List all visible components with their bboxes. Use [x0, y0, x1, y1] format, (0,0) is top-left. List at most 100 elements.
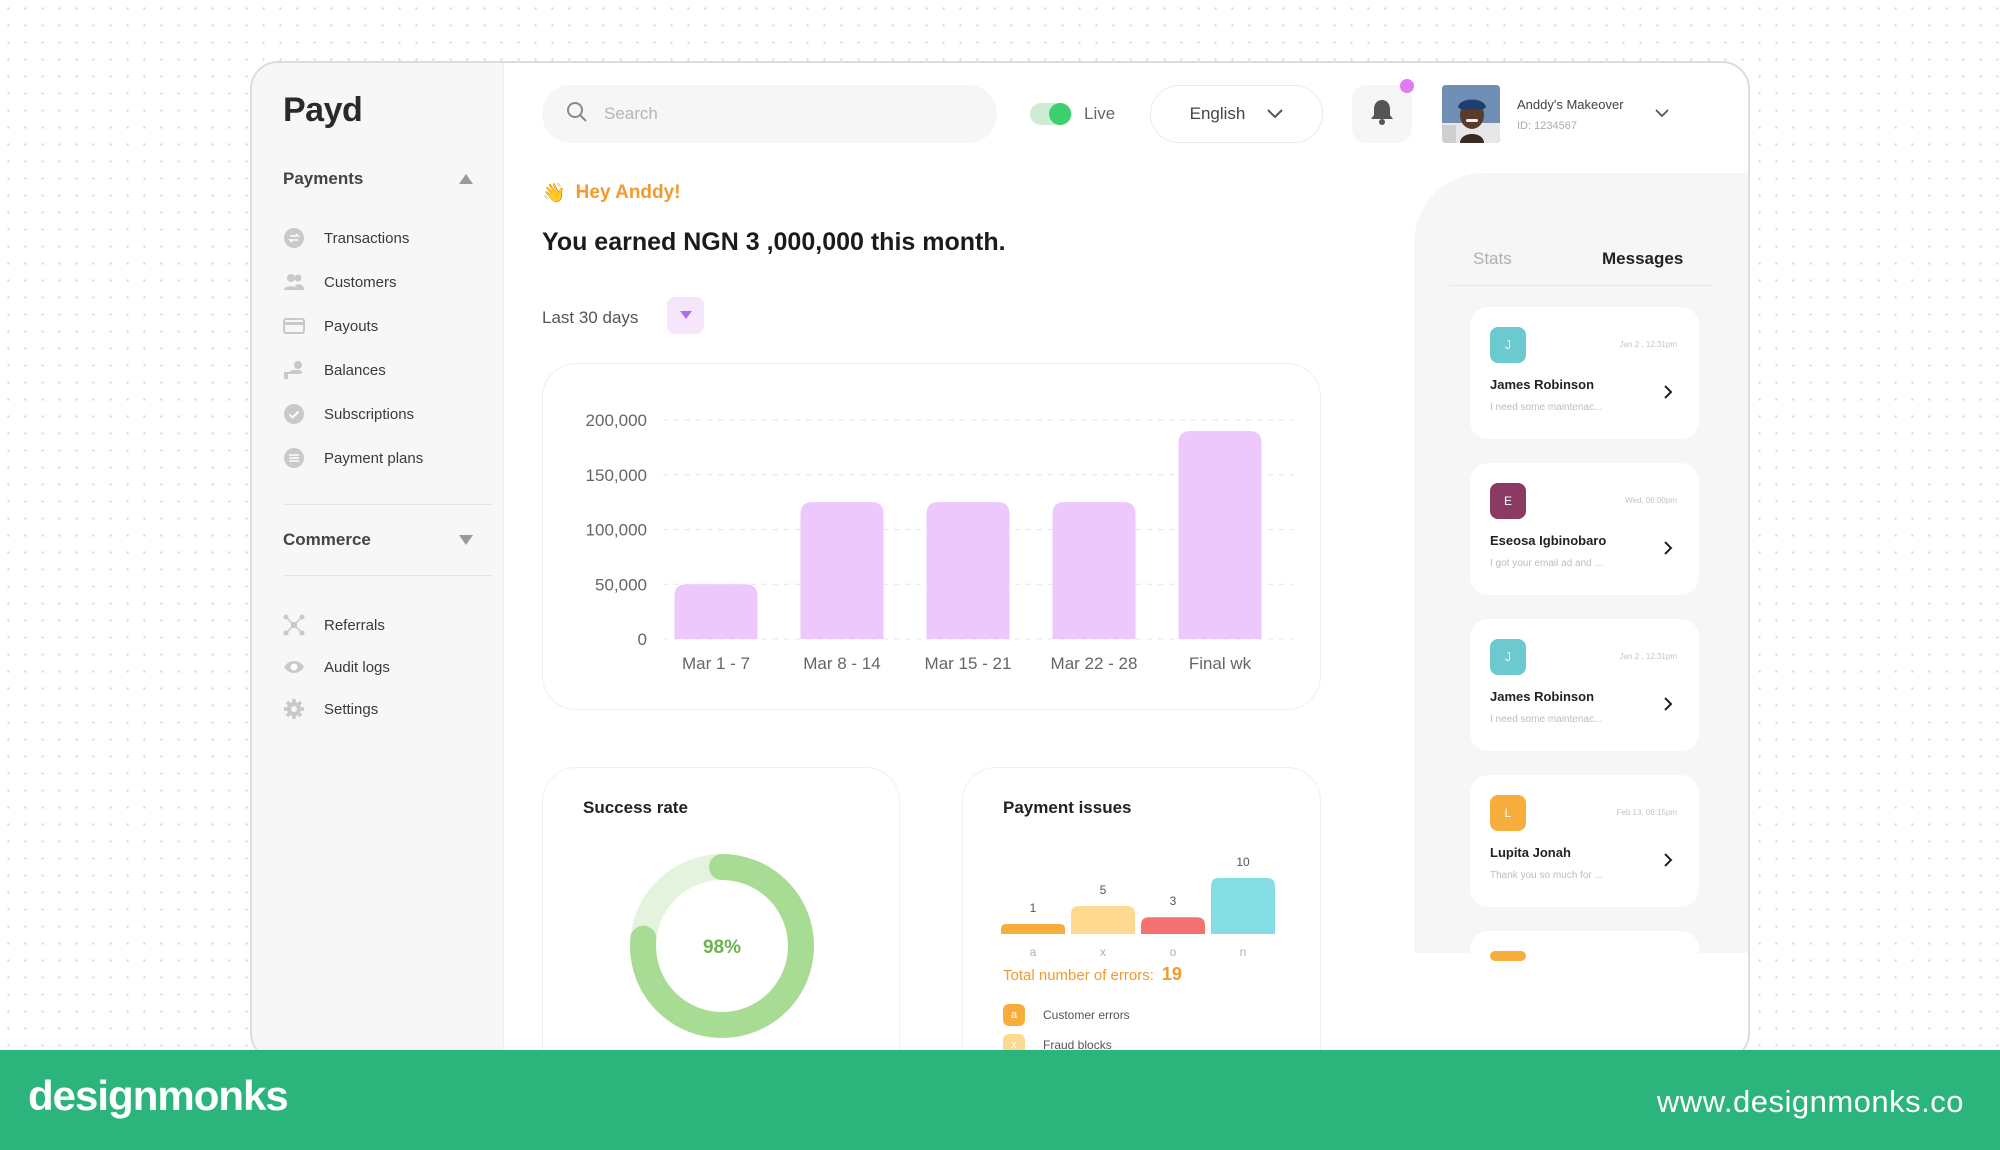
payment-issues-chart: 1 a 5 x 3 o 10 n: [1001, 855, 1275, 958]
message-card[interactable]: E Wed, 06:00pm Eseosa Igbinobaro I got y…: [1470, 463, 1699, 595]
bar-value-label: 10: [1236, 855, 1250, 869]
sidebar-item-referrals[interactable]: Referrals: [283, 614, 385, 636]
message-card[interactable]: [1470, 931, 1699, 991]
sidebar-item-label: Transactions: [324, 229, 410, 247]
message-preview: Thank you so much for ...: [1490, 870, 1603, 881]
wave-icon: 👋: [542, 183, 566, 204]
message-time: Jan 2 , 12:31pm: [1619, 340, 1677, 349]
earnings-headline: You earned NGN 3 ,000,000 this month.: [542, 228, 1006, 256]
sidebar-item-balances[interactable]: Balances: [283, 359, 386, 381]
sender-avatar: L: [1490, 795, 1526, 831]
sidebar-item-customers[interactable]: Customers: [283, 271, 397, 293]
x-tick-label: o: [1170, 945, 1177, 958]
app-window: Payd Payments Transactions Customers Pay…: [250, 61, 1750, 1061]
language-select[interactable]: English: [1150, 85, 1323, 143]
bar-value-label: 5: [1100, 883, 1107, 897]
chevron-right-icon: [1664, 697, 1673, 716]
search-input[interactable]: [604, 104, 964, 124]
footer-site-link[interactable]: www.designmonks.co: [1656, 1084, 1964, 1119]
errors-total-label: Total number of errors:: [1003, 967, 1154, 984]
profile-menu[interactable]: Anddy's Makeover ID: 1234567: [1442, 83, 1688, 145]
sidebar-item-label: Subscriptions: [324, 405, 415, 423]
sender-name: Lupita Jonah: [1490, 845, 1571, 860]
legend-swatch: a: [1003, 1004, 1025, 1026]
earnings-chart: 0 50,000 100,000 150,000 200,000 Mar 1 - 7 Mar…: [542, 363, 1321, 710]
language-value: English: [1189, 104, 1246, 123]
sidebar-item-label: Audit logs: [324, 658, 390, 676]
live-toggle[interactable]: [1030, 103, 1072, 125]
sender-avatar: E: [1490, 483, 1526, 519]
expand-icon: [459, 535, 473, 545]
balances-icon: [283, 359, 305, 381]
sidebar-item-label: Payouts: [324, 317, 379, 335]
greeting: 👋 Hey Anddy!: [542, 181, 681, 205]
success-rate-card: Success rate 98%: [542, 767, 900, 1059]
sender-name: James Robinson: [1490, 689, 1595, 704]
profile-name: Anddy's Makeover: [1517, 96, 1624, 112]
period-label: Last 30 days: [542, 308, 639, 327]
chevron-right-icon: [1664, 853, 1673, 872]
profile-id: ID: 1234567: [1517, 119, 1577, 132]
caret-down-icon: [679, 307, 693, 325]
tab-divider: [1450, 285, 1712, 286]
card-icon: [283, 315, 305, 337]
tab-messages[interactable]: Messages: [1602, 249, 1684, 268]
bar: [1052, 502, 1136, 639]
avatar: [1442, 85, 1500, 143]
sidebar-item-payment-plans[interactable]: Payment plans: [283, 447, 423, 469]
footer-banner: designmonks www.designmonks.co: [0, 1050, 2000, 1150]
message-time: Wed, 06:00pm: [1625, 496, 1677, 505]
x-tick-label: n: [1240, 945, 1247, 958]
message-card[interactable]: J Jan 2 , 12:31pm James Robinson I need …: [1470, 307, 1699, 439]
list-icon: [283, 447, 305, 469]
bar: [800, 502, 884, 639]
message-time: Feb 13, 06:15pm: [1616, 808, 1677, 817]
bar-value-label: 3: [1170, 894, 1177, 908]
success-rate-donut: 98%: [630, 854, 814, 1038]
app-logo: Payd: [283, 91, 363, 129]
message-preview: I got your email ad and ...: [1490, 558, 1603, 569]
chevron-down-icon: [1654, 105, 1669, 123]
network-icon: [283, 614, 305, 636]
bell-icon: [1369, 98, 1395, 131]
issue-bar: [1001, 924, 1065, 934]
y-tick-label: 100,000: [586, 521, 647, 540]
notification-badge: [1400, 79, 1414, 93]
chevron-right-icon: [1664, 385, 1673, 404]
sidebar-item-settings[interactable]: Settings: [283, 698, 378, 720]
payments-section-toggle[interactable]: Payments: [283, 169, 473, 189]
x-tick-label: Final wk: [1189, 654, 1252, 673]
search-bar[interactable]: [542, 85, 997, 143]
bar: [674, 584, 758, 639]
y-tick-label: 0: [638, 630, 647, 649]
legend-label: Fraud blocks: [1043, 1038, 1112, 1052]
y-tick-label: 200,000: [586, 411, 647, 430]
sidebar-item-payouts[interactable]: Payouts: [283, 315, 378, 337]
message-card[interactable]: L Feb 13, 06:15pm Lupita Jonah Thank you…: [1470, 775, 1699, 907]
sidebar-item-label: Settings: [324, 700, 379, 718]
sidebar-item-label: Balances: [324, 361, 386, 379]
sidebar-item-subscriptions[interactable]: Subscriptions: [283, 403, 414, 425]
payments-section-label: Payments: [283, 169, 364, 188]
legend-item: a Customer errors: [1003, 1004, 1130, 1026]
x-tick-label: Mar 22 - 28: [1051, 654, 1138, 673]
sidebar-item-transactions[interactable]: Transactions: [283, 227, 409, 249]
notifications-button[interactable]: [1352, 85, 1412, 143]
y-tick-label: 50,000: [595, 575, 647, 594]
message-card[interactable]: J Jan 2 , 12:31pm James Robinson I need …: [1470, 619, 1699, 751]
chevron-down-icon: [1267, 104, 1284, 124]
card-title: Payment issues: [1003, 798, 1132, 817]
sender-avatar: [1490, 951, 1526, 961]
tab-stats[interactable]: Stats: [1473, 249, 1512, 268]
commerce-section-toggle[interactable]: Commerce: [283, 530, 473, 550]
customers-icon: [283, 271, 305, 293]
live-label: Live: [1084, 104, 1116, 123]
footer-brand: designmonks: [28, 1072, 289, 1119]
bar: [1178, 430, 1262, 639]
sidebar-item-audit-logs[interactable]: Audit logs: [283, 656, 390, 678]
period-dropdown-button[interactable]: [667, 297, 704, 334]
sidebar-item-label: Payment plans: [324, 449, 424, 467]
transactions-icon: [283, 227, 305, 249]
errors-total: Total number of errors: 19: [1003, 964, 1182, 985]
divider: [283, 504, 493, 505]
